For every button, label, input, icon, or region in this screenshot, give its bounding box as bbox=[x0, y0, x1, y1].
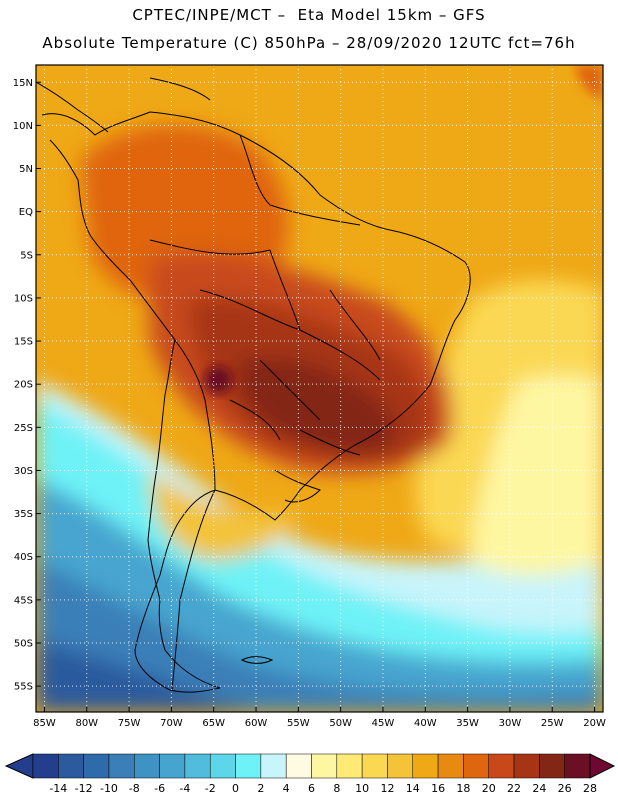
uruguay-plata bbox=[274, 469, 321, 503]
colorbar-swatch bbox=[108, 753, 135, 779]
lat-tick-label: EQ bbox=[19, 207, 33, 218]
colorbar-label: -6 bbox=[154, 782, 165, 795]
lat-tick-label: 15S bbox=[14, 337, 33, 348]
colorbar: -14 -12 -10 -8 -6 -4 -2 0 2 4 6 8 10 12 14 16 18 20 22 24 26… bbox=[4, 753, 616, 795]
longitude-axis: 85W 80W 75W 70W 65W 60W 55W 50W 45W 40W 35W 30W 25W 2… bbox=[33, 707, 606, 729]
field-ocean-navy bbox=[36, 640, 260, 712]
lat-tick-label: 10N bbox=[13, 121, 33, 132]
colorbar-swatch bbox=[159, 753, 186, 779]
colorbar-swatch bbox=[260, 753, 287, 779]
lat-tick-label: 20S bbox=[14, 380, 33, 391]
colorbar-swatch bbox=[463, 753, 489, 779]
colorbar-swatch bbox=[58, 753, 84, 779]
lon-tick-label: 75W bbox=[118, 718, 141, 729]
colorbar-label: 18 bbox=[456, 782, 470, 795]
colorbar-label: 0 bbox=[232, 782, 239, 795]
colorbar-label: 12 bbox=[380, 782, 394, 795]
colorbar-label: 10 bbox=[355, 782, 369, 795]
colorbar-swatch bbox=[564, 753, 591, 779]
brazil-borders bbox=[149, 134, 381, 456]
colorbar-label: 4 bbox=[283, 782, 290, 795]
colorbar-label: -8 bbox=[129, 782, 140, 795]
colorbar-swatch bbox=[336, 753, 363, 779]
lat-tick-label: 25S bbox=[14, 423, 33, 434]
lon-tick-label: 55W bbox=[287, 718, 310, 729]
colorbar-under-arrow bbox=[4, 753, 34, 779]
field-central-veryhot bbox=[238, 357, 395, 456]
field-ocean-blue bbox=[36, 560, 603, 712]
colorbar-label: -12 bbox=[75, 782, 93, 795]
colorbar-label: 26 bbox=[558, 782, 572, 795]
graticule bbox=[36, 65, 603, 712]
lat-tick-label: 45S bbox=[14, 595, 33, 606]
map-frame bbox=[35, 64, 604, 713]
lon-tick-label: 70W bbox=[160, 718, 183, 729]
lat-tick-label: 50S bbox=[14, 638, 33, 649]
lon-tick-label: 85W bbox=[33, 718, 56, 729]
lon-tick-label: 20W bbox=[583, 718, 606, 729]
field-ne-orange bbox=[575, 65, 603, 100]
colorbar-over-arrow bbox=[589, 753, 616, 779]
lon-tick-label: 80W bbox=[75, 718, 98, 729]
colorbar-swatch bbox=[209, 753, 236, 779]
lat-tick-label: 5N bbox=[19, 164, 33, 175]
lon-tick-label: 35W bbox=[456, 718, 479, 729]
lon-tick-label: 60W bbox=[245, 718, 268, 729]
colorbar-label: 2 bbox=[257, 782, 264, 795]
lon-tick-label: 40W bbox=[414, 718, 437, 729]
colorbar-swatch bbox=[513, 753, 540, 779]
colorbar-label: -4 bbox=[179, 782, 190, 795]
colorbar-label: -14 bbox=[49, 782, 67, 795]
chart-subtitle: Absolute Temperature (C) 850hPa – 28/09/… bbox=[42, 34, 576, 52]
colorbar-label: -2 bbox=[205, 782, 216, 795]
colorbar-swatch bbox=[437, 753, 464, 779]
colorbar-swatch bbox=[235, 753, 262, 779]
colorbar-swatch bbox=[311, 753, 338, 779]
southern-borders bbox=[171, 339, 281, 691]
colorbar-label: 28 bbox=[583, 782, 597, 795]
chart-title: CPTEC/INPE/MCT – Eta Model 15km – GFS bbox=[132, 6, 486, 24]
colorbar-label: 22 bbox=[507, 782, 521, 795]
colorbar-swatch bbox=[387, 753, 414, 779]
falklands bbox=[240, 656, 274, 664]
lon-tick-label: 65W bbox=[202, 718, 225, 729]
colorbar-label: -10 bbox=[100, 782, 118, 795]
colorbar-swatch bbox=[134, 753, 160, 779]
south-america-coastline bbox=[41, 111, 471, 693]
lon-tick-label: 45W bbox=[372, 718, 395, 729]
lat-tick-label: 55S bbox=[14, 682, 33, 693]
lat-tick-label: 5S bbox=[20, 250, 33, 261]
colorbar-label: 8 bbox=[333, 782, 340, 795]
colorbar-label: 16 bbox=[431, 782, 445, 795]
latitude-axis: 15N 10N 5N EQ 5S 10S 15S 20S 25S 30S 35S 40S 45S 50S 5… bbox=[13, 78, 41, 693]
colorbar-swatch bbox=[32, 753, 59, 779]
lat-tick-label: 10S bbox=[14, 293, 33, 304]
temperature-field bbox=[36, 65, 603, 712]
lat-tick-label: 15N bbox=[13, 78, 33, 89]
colorbar-swatch bbox=[285, 753, 312, 779]
colorbar-swatch bbox=[361, 753, 388, 779]
colorbar-label: 24 bbox=[532, 782, 546, 795]
colorbar-swatch bbox=[412, 753, 439, 779]
lat-tick-label: 30S bbox=[14, 466, 33, 477]
field-east-pale-yellow bbox=[470, 375, 603, 575]
colorbar-swatch bbox=[184, 753, 211, 779]
lat-tick-label: 40S bbox=[14, 552, 33, 563]
lon-tick-label: 25W bbox=[541, 718, 564, 729]
field-hot-core bbox=[204, 366, 232, 394]
colorbar-label: 20 bbox=[482, 782, 496, 795]
lat-tick-label: 35S bbox=[14, 509, 33, 520]
field-mid-south bbox=[150, 470, 300, 560]
lon-tick-label: 50W bbox=[329, 718, 352, 729]
colorbar-swatch bbox=[83, 753, 110, 779]
colorbar-label: 14 bbox=[406, 782, 420, 795]
colorbar-swatch bbox=[488, 753, 515, 779]
colorbar-label: 6 bbox=[308, 782, 315, 795]
colorbar-swatch bbox=[539, 753, 565, 779]
lon-tick-label: 30W bbox=[499, 718, 522, 729]
